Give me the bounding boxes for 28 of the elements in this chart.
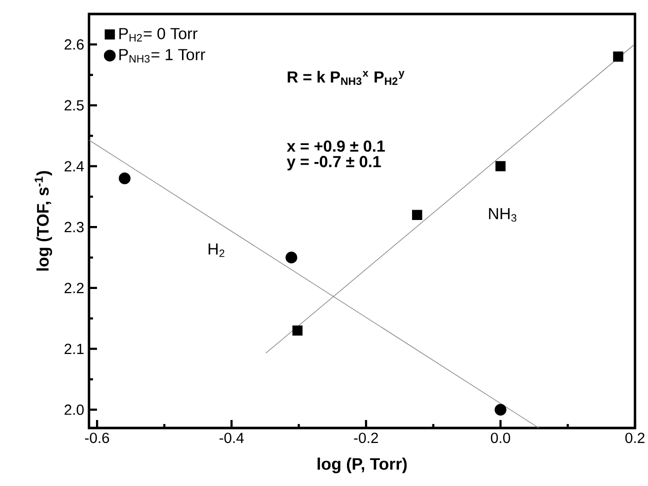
- annotation: R = k P$_{NH3}$$^{x}$ P$_{H2}$y: [288, 70, 404, 85]
- legend-label: P$_{NH3}$= 1 Torr: [119, 49, 206, 63]
- y-tick-label: 2.2: [64, 282, 84, 294]
- point: [292, 326, 303, 336]
- y-tick-label: 2.3: [64, 222, 84, 232]
- annotation: H$_{2}$: [208, 244, 224, 257]
- x-tick-label: -0.2: [354, 432, 378, 444]
- annotation: y = -0.7 ± 0.1: [286, 156, 381, 170]
- x-axis-title: log (P, Torr): [318, 458, 407, 474]
- annotation: x = +0.9 ± 0.1: [286, 140, 385, 152]
- point: [412, 210, 422, 220]
- annotation: NH$_{3}$: [489, 208, 516, 222]
- point: [495, 161, 506, 172]
- y-tick-label: 2.6: [64, 39, 84, 50]
- y-tick-label: 2.1: [64, 344, 84, 354]
- y-tick-label: 2.5: [64, 100, 84, 111]
- legend-label: P$_{H2}$= 0 Torr: [119, 28, 198, 42]
- y-axis-title: log (TOF, s$^{-1}$): [34, 171, 52, 271]
- x-tick-label: 0.2: [625, 432, 644, 444]
- x-tick-label: 0.0: [490, 432, 510, 444]
- point: [613, 52, 624, 62]
- y-tick-label: 2.0: [64, 404, 84, 415]
- x-tick-label: -0.6: [85, 432, 110, 444]
- x-tick-label: -0.4: [220, 432, 244, 444]
- point: [118, 172, 131, 184]
- point: [494, 404, 506, 416]
- point: [286, 252, 298, 264]
- y-tick-label: 2.4: [64, 161, 84, 172]
